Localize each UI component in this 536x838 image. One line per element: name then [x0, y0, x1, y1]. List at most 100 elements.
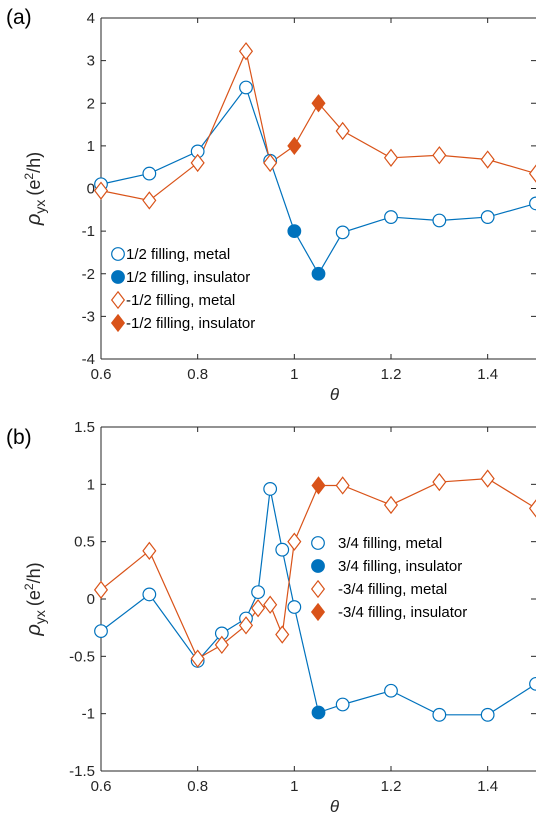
y-axis-label: ρyx(e2/h) [22, 562, 48, 636]
panel-label: (b) [6, 426, 32, 449]
data-point [480, 707, 495, 722]
data-point [432, 146, 447, 165]
data-point [480, 210, 495, 224]
data-point [384, 683, 398, 698]
data-point [311, 476, 326, 495]
x-tick-label: 1 [290, 366, 298, 383]
data-point [142, 587, 157, 602]
data-point [190, 649, 205, 668]
chart-panel-a: -4 -3 -2 -1 0 1 2 3 4 0.6 0.8 1 1.2 1.4 θ ρyx(e2/h) (a) 1… [6, 6, 536, 404]
data-point [275, 625, 290, 644]
series-line [100, 488, 536, 716]
data-point [529, 196, 536, 211]
legend: 3/4 filling, metal 3/4 filling, insulator… [310, 535, 467, 622]
data-point [287, 600, 302, 614]
data-point [142, 191, 157, 210]
legend-marker [311, 559, 325, 573]
x-tick-label: 0.6 [91, 366, 112, 383]
data-point [142, 541, 157, 561]
data-point [311, 94, 326, 113]
y-tick-label: 1 [87, 476, 95, 493]
data-point [287, 532, 302, 551]
data-point [287, 224, 302, 239]
y-tick-label: -1 [82, 223, 95, 240]
legend-entry: -1/2 filling, insulator [126, 315, 255, 332]
data-point [239, 80, 253, 95]
series-line [100, 86, 536, 275]
y-tick-label: -1.5 [69, 763, 95, 780]
y-tick-label: -1 [82, 706, 95, 723]
y-tick-label: 1 [87, 138, 95, 155]
data-point [528, 499, 536, 518]
x-tick-label: 1.2 [381, 366, 402, 383]
data-point [275, 542, 290, 557]
data-point [263, 482, 278, 496]
data-point [93, 580, 109, 600]
data-point [238, 42, 254, 61]
data-point [432, 707, 447, 722]
data-point [94, 624, 108, 639]
data-point [251, 585, 265, 600]
legend-marker [111, 247, 125, 261]
data-point [263, 153, 278, 173]
data-point [214, 635, 229, 655]
data-point [251, 598, 266, 618]
data-point [528, 164, 536, 183]
x-axis-label: θ [330, 385, 340, 404]
data-point [335, 697, 350, 712]
data-point [383, 148, 399, 167]
data-point [529, 676, 536, 691]
series-line [100, 49, 536, 202]
data-point [311, 705, 326, 720]
x-tick-label: 0.8 [187, 366, 208, 383]
data-point [335, 121, 350, 141]
panel-label: (a) [6, 6, 32, 29]
x-tick-label: 0.6 [91, 778, 112, 795]
data-point [238, 616, 254, 635]
legend-marker [110, 290, 126, 310]
legend-entry: 1/2 filling, insulator [126, 269, 250, 286]
data-point [335, 225, 350, 240]
y-tick-label: 0 [87, 181, 95, 198]
y-tick-label: -0.5 [69, 648, 95, 665]
legend: 1/2 filling, metal 1/2 filling, insulator… [110, 246, 255, 333]
legend-entry: 3/4 filling, metal [338, 535, 442, 552]
data-point [480, 469, 495, 488]
y-tick-label: 0 [87, 591, 95, 608]
y-tick-label: 1.5 [74, 419, 95, 436]
chart-panel-b: -1.5 -1 -0.5 0 0.5 1 1.5 0.6 0.8 1 1.2 1.4 θ ρyx(e2/h… [6, 419, 536, 816]
x-tick-label: 1.2 [381, 778, 402, 795]
data-point [263, 595, 278, 614]
x-tick-label: 1.4 [477, 778, 498, 795]
legend-entry: -1/2 filling, metal [126, 292, 235, 309]
y-tick-label: 2 [87, 95, 95, 112]
plot-area [93, 469, 536, 722]
plot-area [93, 42, 536, 281]
data-point [480, 150, 495, 169]
legend-marker [110, 313, 126, 333]
data-point [432, 213, 447, 228]
legend-entry: -3/4 filling, insulator [338, 604, 467, 621]
data-point [384, 210, 398, 224]
data-point [142, 166, 157, 181]
x-tick-label: 0.8 [187, 778, 208, 795]
y-tick-label: 0.5 [74, 534, 95, 551]
y-tick-label: 4 [87, 10, 95, 27]
y-tick-label: -2 [82, 266, 95, 283]
data-point [287, 136, 302, 156]
y-tick-label: 3 [87, 53, 95, 70]
data-point [93, 181, 109, 200]
legend-entry: -3/4 filling, metal [338, 581, 447, 598]
y-tick-label: -3 [82, 308, 95, 325]
legend-entry: 1/2 filling, metal [126, 246, 230, 263]
data-point [190, 153, 205, 173]
data-point [311, 266, 326, 281]
legend-marker [311, 536, 325, 550]
x-axis-label: θ [330, 797, 340, 816]
data-point [335, 476, 350, 495]
data-point [432, 472, 447, 492]
y-axis-label: ρyx(e2/h) [22, 152, 48, 226]
data-point [383, 495, 399, 515]
legend-entry: 3/4 filling, insulator [338, 558, 462, 575]
